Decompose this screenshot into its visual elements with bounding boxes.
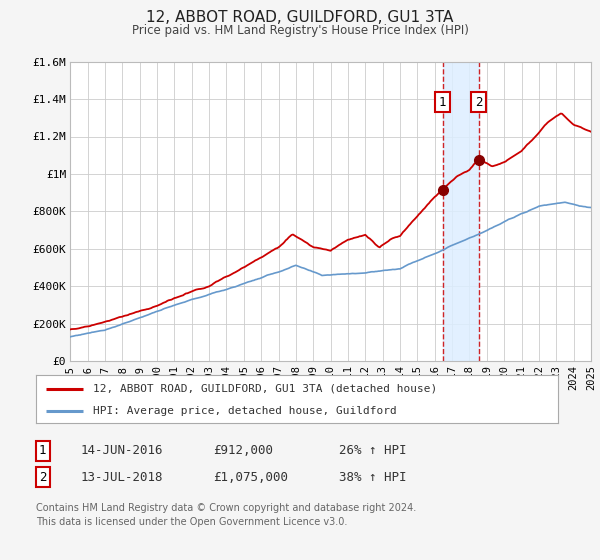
Text: 1: 1 (439, 96, 446, 109)
Text: 1: 1 (39, 444, 47, 458)
Text: 13-JUL-2018: 13-JUL-2018 (81, 470, 163, 484)
Text: £1,075,000: £1,075,000 (213, 470, 288, 484)
Text: 2: 2 (39, 470, 47, 484)
Text: 14-JUN-2016: 14-JUN-2016 (81, 444, 163, 458)
Bar (443, 62, 479, 361)
Text: 26% ↑ HPI: 26% ↑ HPI (339, 444, 407, 458)
Text: 12, ABBOT ROAD, GUILDFORD, GU1 3TA (detached house): 12, ABBOT ROAD, GUILDFORD, GU1 3TA (deta… (94, 384, 437, 394)
Text: HPI: Average price, detached house, Guildford: HPI: Average price, detached house, Guil… (94, 406, 397, 416)
Text: 38% ↑ HPI: 38% ↑ HPI (339, 470, 407, 484)
Text: 12, ABBOT ROAD, GUILDFORD, GU1 3TA: 12, ABBOT ROAD, GUILDFORD, GU1 3TA (146, 10, 454, 25)
Text: Contains HM Land Registry data © Crown copyright and database right 2024.: Contains HM Land Registry data © Crown c… (36, 503, 416, 514)
Text: Price paid vs. HM Land Registry's House Price Index (HPI): Price paid vs. HM Land Registry's House … (131, 24, 469, 36)
Text: This data is licensed under the Open Government Licence v3.0.: This data is licensed under the Open Gov… (36, 517, 347, 527)
Text: £912,000: £912,000 (213, 444, 273, 458)
Text: 2: 2 (475, 96, 482, 109)
